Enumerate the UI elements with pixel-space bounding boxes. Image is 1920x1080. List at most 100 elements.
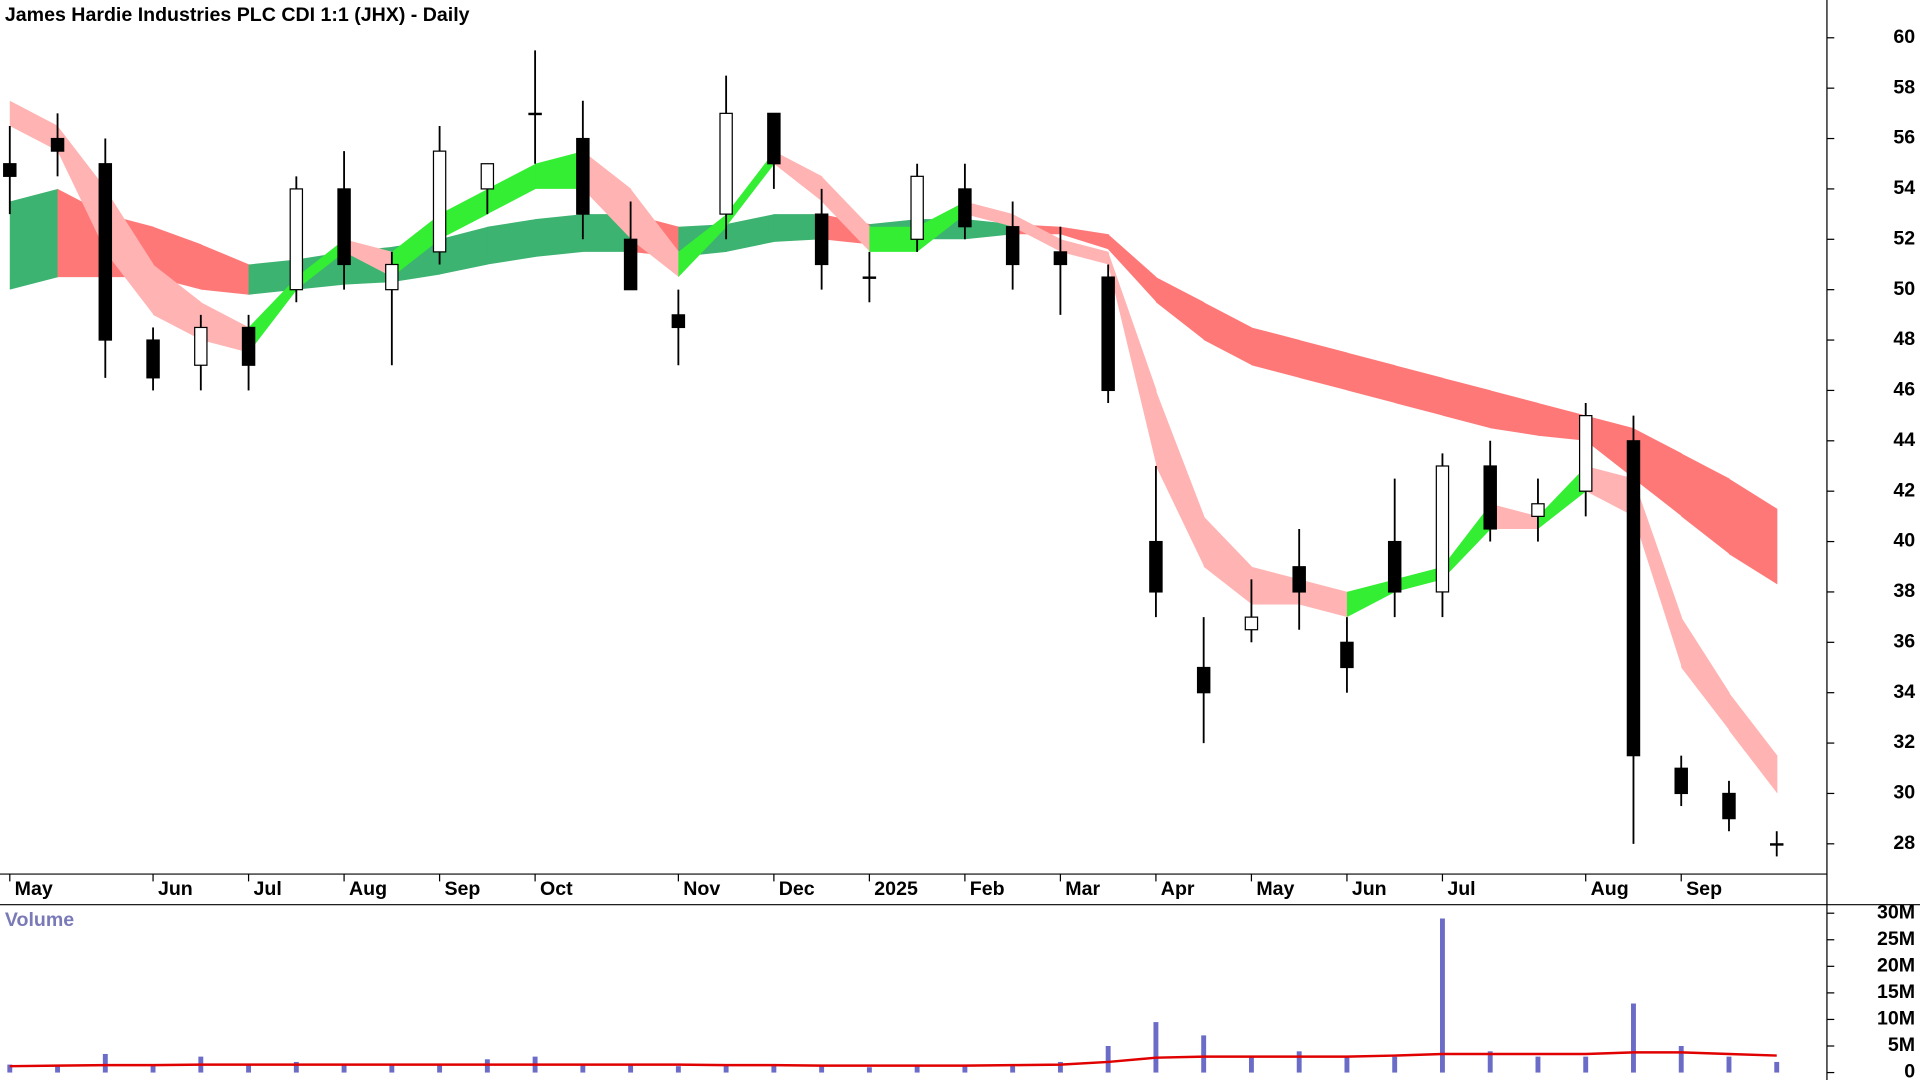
- candle-body: [146, 339, 160, 379]
- slow-band: [1490, 390, 1539, 436]
- x-tick-label: May: [1256, 878, 1294, 900]
- candle-body: [1674, 767, 1688, 795]
- candle-body: [1053, 251, 1068, 266]
- x-tick-label: May: [15, 878, 53, 900]
- fast-band: [57, 125, 106, 252]
- fast-band: [1012, 214, 1062, 252]
- slow-band: [1108, 234, 1157, 303]
- candle-body: [671, 314, 686, 329]
- fast-band: [105, 188, 154, 315]
- fast-band: [1251, 566, 1300, 605]
- x-tick-label: Mar: [1065, 878, 1100, 900]
- y-tick-label: 32: [1893, 731, 1915, 753]
- candle-body: [50, 137, 65, 152]
- fast-band: [1442, 503, 1491, 580]
- fast-band: [964, 201, 1014, 227]
- y-tick-label: 44: [1893, 429, 1915, 451]
- fast-band: [1299, 579, 1348, 618]
- slow-band: [9, 188, 59, 290]
- x-tick-label: 2025: [874, 878, 918, 900]
- volume-bar: [1248, 1056, 1254, 1073]
- x-tick-label: Feb: [970, 878, 1005, 900]
- x-tick-label: Sep: [444, 878, 480, 900]
- candle-body: [1578, 415, 1593, 492]
- candle-body: [1722, 792, 1736, 820]
- candle-body: [910, 175, 924, 240]
- volume-bar: [1010, 1064, 1016, 1073]
- fast-band: [535, 151, 584, 189]
- candle-body: [958, 188, 972, 228]
- candle-body: [1626, 440, 1641, 757]
- y-tick-label: 38: [1893, 580, 1915, 602]
- volume-bar: [675, 1066, 681, 1073]
- fast-band: [1633, 478, 1682, 668]
- fast-band: [1346, 579, 1396, 618]
- fast-band: [1585, 465, 1635, 517]
- x-tick-label: Jun: [158, 878, 193, 900]
- volume-bar: [580, 1064, 586, 1073]
- volume-bar: [1296, 1051, 1302, 1073]
- y-tick-label: 42: [1893, 479, 1915, 501]
- fast-band: [1060, 239, 1109, 265]
- x-tick-label: Jul: [1447, 878, 1475, 900]
- candle-body: [528, 112, 542, 116]
- x-tick-label: Oct: [540, 878, 573, 900]
- x-tick-label: Jul: [253, 878, 281, 900]
- candle-body: [719, 112, 733, 215]
- fast-band: [296, 239, 345, 290]
- slow-band: [964, 219, 1014, 240]
- volume-bar: [389, 1064, 395, 1073]
- fast-band: [1155, 390, 1205, 567]
- fast-band: [1728, 692, 1778, 794]
- fast-band: [1681, 617, 1730, 731]
- volume-bar: [962, 1064, 968, 1073]
- volume-bar: [1487, 1051, 1493, 1073]
- volume-bar: [1201, 1035, 1207, 1073]
- slow-band: [248, 259, 297, 295]
- slow-band: [1299, 340, 1348, 391]
- slow-band: [1346, 352, 1396, 404]
- y-tick-label: 30: [1893, 782, 1915, 804]
- volume-y-tick-label: 25M: [1877, 928, 1915, 950]
- candle-body: [767, 112, 781, 165]
- slow-band: [1060, 226, 1109, 250]
- fast-band: [582, 151, 632, 240]
- y-tick-label: 40: [1893, 530, 1915, 552]
- candle-body: [3, 163, 17, 177]
- x-tick-label: Sep: [1686, 878, 1722, 900]
- candle-body: [241, 326, 256, 366]
- candle-body: [1149, 540, 1163, 593]
- candle-body: [1770, 843, 1784, 846]
- volume-y-tick-label: 15M: [1877, 981, 1915, 1003]
- volume-y-tick-label: 30M: [1877, 901, 1915, 923]
- volume-bar: [437, 1064, 443, 1073]
- candle-body: [98, 163, 113, 341]
- volume-bar: [1392, 1056, 1398, 1073]
- volume-bar: [628, 1064, 634, 1073]
- y-tick-label: 52: [1893, 227, 1915, 249]
- fast-band: [248, 277, 297, 353]
- fast-band: [630, 188, 679, 278]
- slow-band: [1442, 377, 1491, 429]
- fast-band: [1394, 566, 1444, 592]
- candle-body: [1340, 641, 1354, 669]
- y-tick-label: 54: [1893, 177, 1915, 199]
- volume-bar: [1678, 1046, 1684, 1073]
- volume-bar: [1105, 1046, 1111, 1073]
- fast-band: [1490, 503, 1539, 529]
- slow-band: [1633, 428, 1682, 517]
- y-tick-label: 60: [1893, 26, 1915, 48]
- slow-band: [200, 244, 250, 295]
- volume-average: [9, 1051, 1777, 1068]
- volume-bar: [1583, 1056, 1589, 1073]
- volume-bar: [1153, 1022, 1159, 1073]
- volume-y-tick-label: 10M: [1877, 1008, 1915, 1030]
- fast-band: [200, 302, 250, 353]
- slow-band: [296, 251, 345, 290]
- candle-body: [194, 326, 208, 366]
- volume-y-tick-label: 0: [1904, 1061, 1915, 1080]
- candle-body: [480, 163, 495, 190]
- volume-bar: [150, 1064, 156, 1073]
- fast-band: [1203, 516, 1253, 605]
